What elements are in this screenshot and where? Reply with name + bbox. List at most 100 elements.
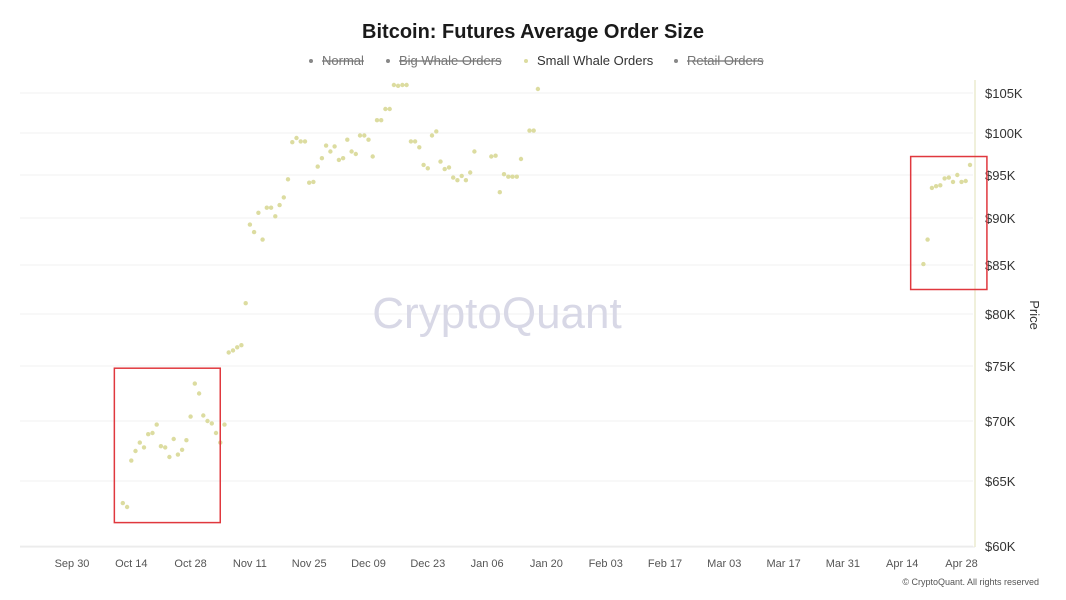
data-point [967, 162, 973, 168]
data-point [527, 128, 532, 133]
data-point [302, 139, 308, 144]
x-tick-label: Jan 06 [471, 558, 504, 570]
data-point [264, 205, 269, 210]
data-point [362, 133, 367, 138]
data-point [395, 83, 401, 89]
x-tick-label: Feb 03 [589, 558, 623, 570]
data-point [235, 345, 240, 350]
data-point [434, 129, 439, 134]
y-tick-label: $100K [985, 126, 1023, 141]
data-point [938, 183, 943, 188]
data-point [408, 139, 414, 144]
data-point [421, 162, 426, 168]
data-point [501, 172, 507, 177]
data-point [535, 86, 541, 92]
legend-marker [524, 59, 528, 63]
data-point [942, 176, 947, 181]
legend-item-normal[interactable]: Normal [309, 53, 364, 68]
highlight-boxes [113, 155, 988, 524]
data-point [179, 447, 185, 452]
data-point [256, 210, 261, 215]
data-point [518, 156, 524, 162]
data-point [277, 202, 282, 208]
data-point [167, 454, 172, 460]
data-point [124, 504, 130, 510]
data-point [209, 421, 214, 426]
x-axis: Sep 30 Oct 14 Oct 28 Nov 11 Nov 25 Dec 09 Dec … [20, 546, 978, 570]
x-tick-label: Oct 14 [115, 558, 147, 570]
data-point [463, 178, 469, 183]
data-point [531, 128, 536, 133]
x-tick-label: Mar 03 [707, 558, 741, 570]
data-point [417, 145, 422, 150]
legend-label: Retail Orders [687, 53, 764, 68]
data-point [438, 159, 443, 164]
x-tick-label: Nov 11 [233, 558, 267, 570]
y-tick-label: $90K [985, 211, 1016, 226]
data-point [506, 174, 511, 179]
legend-item-retail-orders[interactable]: Retail Orders [674, 53, 764, 68]
data-point [468, 170, 473, 175]
data-point [379, 118, 384, 123]
data-point [171, 436, 176, 442]
data-point [315, 164, 320, 169]
data-point [391, 82, 397, 88]
y-tick-label: $65K [985, 474, 1016, 489]
data-point [285, 177, 291, 182]
data-point [383, 106, 388, 112]
data-point [404, 82, 409, 88]
y-tick-label: $80K [985, 307, 1016, 322]
x-tick-label: Dec 23 [410, 558, 445, 570]
data-point [412, 139, 418, 144]
data-point [273, 214, 278, 219]
data-point [374, 118, 380, 123]
data-point [925, 237, 930, 242]
data-points [120, 82, 973, 510]
data-point [129, 458, 134, 463]
x-tick-label: Apr 14 [886, 558, 918, 570]
legend-marker [309, 59, 313, 63]
data-point [366, 137, 371, 142]
data-point [290, 140, 295, 145]
data-point [201, 413, 206, 418]
highlight-box [909, 155, 988, 291]
x-tick-label: Oct 28 [174, 558, 206, 570]
data-point [425, 166, 430, 171]
chart-title: Bitcoin: Futures Average Order Size [362, 21, 704, 43]
x-tick-label: Sep 30 [55, 558, 90, 570]
gridlines [20, 92, 973, 547]
data-point [514, 174, 519, 179]
data-point [133, 448, 138, 454]
data-point [497, 190, 502, 195]
data-point [141, 445, 147, 450]
data-point [146, 432, 151, 437]
data-point [150, 430, 155, 436]
data-point [328, 149, 333, 154]
y-tick-label: $70K [985, 414, 1016, 429]
legend-label: Big Whale Orders [399, 53, 502, 68]
data-point [489, 154, 494, 159]
data-point [451, 175, 456, 180]
data-point [226, 350, 231, 355]
data-point [298, 139, 303, 144]
x-tick-label: Mar 17 [766, 558, 800, 570]
legend: Normal Big Whale Orders Small Whale Orders… [309, 53, 764, 68]
data-point [963, 178, 968, 184]
data-point [959, 179, 964, 185]
data-point [472, 149, 477, 154]
legend-item-big-whale-orders[interactable]: Big Whale Orders [386, 53, 502, 68]
data-point [510, 174, 515, 179]
highlight-box [113, 367, 221, 524]
data-point [349, 149, 354, 154]
data-point [933, 184, 939, 189]
data-point [429, 133, 435, 138]
data-point [336, 157, 342, 163]
data-point [260, 237, 265, 242]
data-point [357, 133, 363, 138]
data-point [196, 391, 202, 396]
y-tick-label: $60K [985, 539, 1016, 554]
legend-item-small-whale-orders[interactable]: Small Whale Orders [524, 53, 654, 68]
data-point [455, 178, 460, 183]
